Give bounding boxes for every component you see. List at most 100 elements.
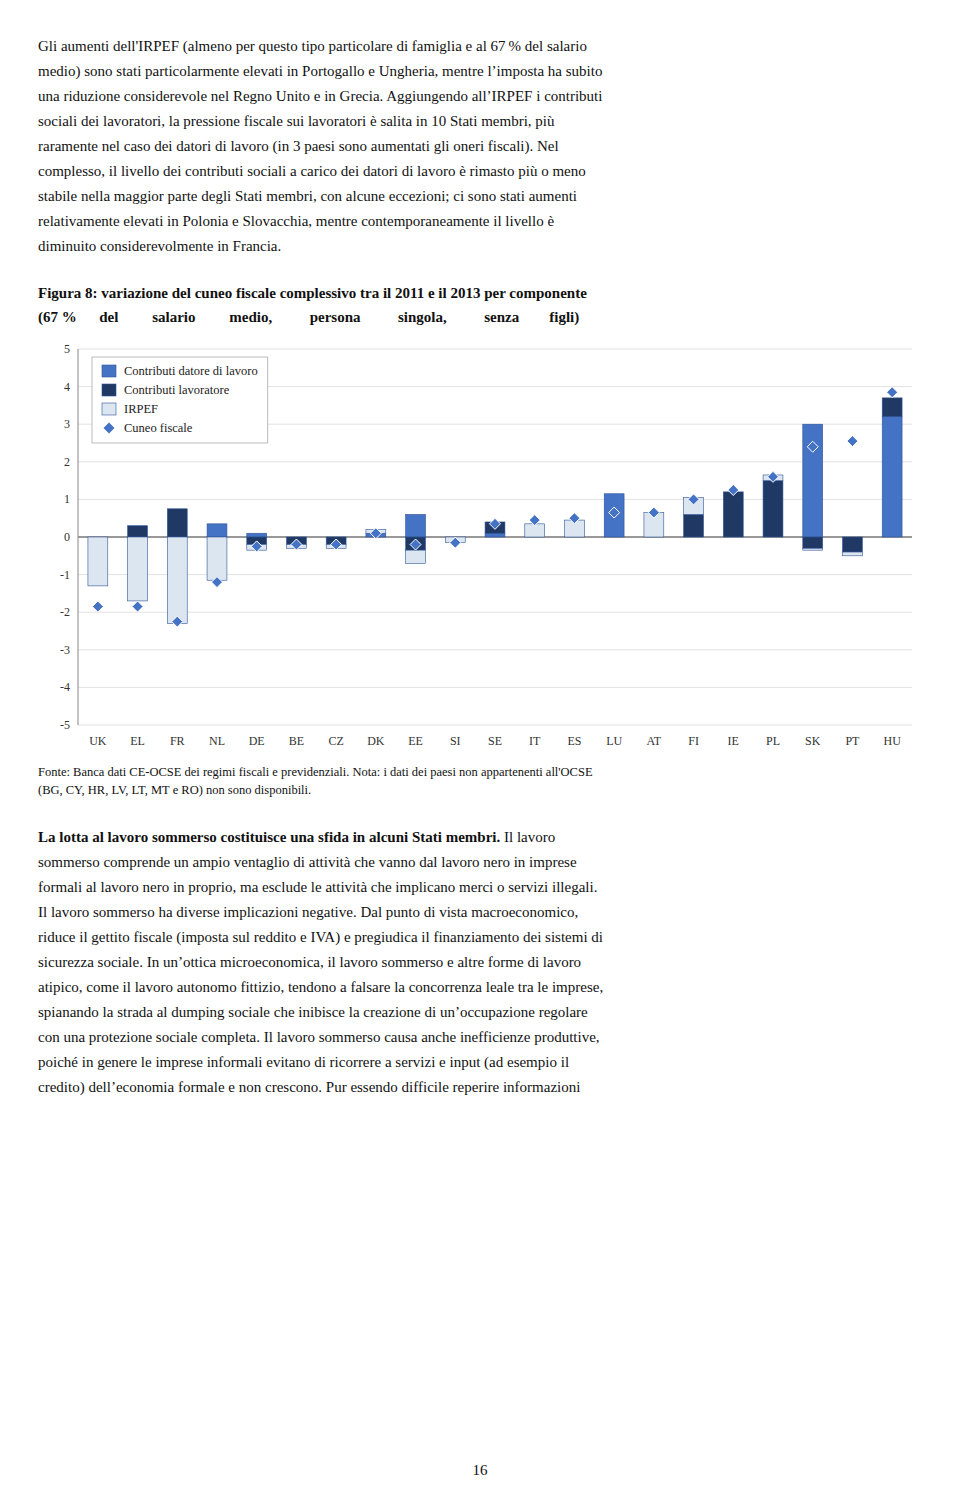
bar-segment [167, 509, 187, 537]
legend-swatch [104, 423, 115, 434]
paragraph-line: poiché in genere le imprese informali ev… [38, 1050, 922, 1075]
bar-segment [406, 537, 426, 550]
x-tick-label: SE [488, 734, 502, 748]
point [529, 515, 540, 526]
point [569, 513, 580, 524]
paragraph-line: Gli aumenti dell'IRPEF (almeno per quest… [38, 34, 922, 59]
bar-segment [167, 537, 187, 623]
x-tick-label: LU [606, 734, 622, 748]
x-tick-label: SI [450, 734, 461, 748]
point [370, 528, 381, 539]
legend-label: Contributi lavoratore [124, 383, 230, 397]
page-number: 16 [0, 1462, 960, 1479]
paragraph-line: con una protezione sociale completa. Il … [38, 1025, 922, 1050]
y-tick-label: 1 [64, 492, 70, 506]
legend-swatch [102, 384, 116, 396]
paragraph-line: spianando la strada al dumping sociale c… [38, 1000, 922, 1025]
bar-segment [843, 537, 863, 552]
point [609, 507, 620, 518]
point [331, 539, 342, 550]
point [728, 485, 739, 496]
y-tick-label: 0 [64, 530, 70, 544]
point [648, 507, 659, 518]
bar-segment [604, 493, 624, 494]
bar-segment [604, 493, 624, 494]
paragraph-line: relativamente elevati in Polonia e Slova… [38, 209, 922, 234]
y-tick-label: 2 [64, 455, 70, 469]
x-tick-label: SK [805, 734, 821, 748]
point [172, 616, 183, 627]
grid [78, 349, 912, 725]
paragraph-line: sommerso comprende un ampio ventaglio di… [38, 850, 922, 875]
chart: -5-4-3-2-1012345UKELFRNLDEBECZDKEESISEIT… [38, 337, 922, 757]
bar-segment [723, 492, 743, 537]
grid-line [78, 499, 912, 500]
x-tick-label: DE [249, 734, 265, 748]
x-tick-label: IT [529, 734, 541, 748]
x-tick-label: FI [688, 734, 699, 748]
grid-line [78, 725, 912, 726]
point [807, 441, 818, 452]
bar-segment [88, 537, 108, 586]
point [291, 539, 302, 550]
legend-swatch [102, 365, 116, 377]
point [688, 494, 699, 505]
bar-segment [684, 514, 704, 537]
title-block: Figura 8: variazione del cuneo fiscale c… [38, 281, 922, 329]
bar-segment [803, 548, 823, 550]
grid-line [78, 461, 912, 462]
paragraph-line: una riduzione considerevole nel Regno Un… [38, 84, 922, 109]
bar-segment [803, 537, 823, 548]
y-axis-line [78, 349, 79, 725]
y-tick-label: 5 [64, 342, 70, 356]
y-tick-label: -1 [60, 568, 70, 582]
source-note: (BG, CY, HR, LV, LT, MT e RO) non sono d… [38, 781, 922, 799]
bar-segment [406, 514, 426, 537]
point [251, 541, 262, 552]
bar-segment [207, 524, 227, 537]
paragraph-line: La lotta al lavoro sommerso costituisce … [38, 825, 922, 850]
x-tick-label: FR [170, 734, 185, 748]
legend: Contributi datore di lavoro Contributi la… [92, 357, 268, 443]
x-tick-label: DK [367, 734, 385, 748]
y-tick-label: -4 [60, 680, 70, 694]
x-tick-label: AT [647, 734, 662, 748]
x-tick-label: UK [89, 734, 107, 748]
legend-label: Contributi datore di lavoro [124, 364, 258, 378]
bar-segment [207, 523, 227, 524]
y-tick-label: 4 [64, 380, 70, 394]
bar-segment [803, 424, 823, 537]
x-tick-label: EE [408, 734, 423, 748]
paragraph-line: raramente nel caso dei datori di lavoro … [38, 134, 922, 159]
bar-segment [882, 398, 902, 417]
bar-segment [207, 537, 227, 580]
paragraph-below: La lotta al lavoro sommerso costituisce … [38, 825, 922, 1100]
bar-segment [485, 533, 505, 537]
paragraph-line: credito) dell’economia formale e non cre… [38, 1075, 922, 1100]
point [410, 539, 421, 550]
legend-swatch [102, 403, 116, 415]
paragraph-line: diminuito considerevolmente in Francia. [38, 234, 922, 259]
x-tick-label: NL [209, 734, 225, 748]
x-tick-label: ES [567, 734, 581, 748]
bar-segment [128, 537, 148, 601]
grid-line [78, 649, 912, 650]
y-tick-label: 3 [64, 417, 70, 431]
paragraph-line: sociali dei lavoratori, la pressione fis… [38, 109, 922, 134]
paragraph-line: sicurezza sociale. In un’ottica microeco… [38, 950, 922, 975]
bar-segment [843, 552, 863, 556]
point [490, 518, 501, 529]
y-tick-label: -5 [60, 718, 70, 732]
paragraph-line: stabile nella maggior parte degli Stati … [38, 184, 922, 209]
bar-segment [763, 481, 783, 537]
point [768, 471, 779, 482]
bar-segment [604, 494, 624, 537]
paragraph-line: medio) sono stati particolarmente elevat… [38, 59, 922, 84]
source-block: Fonte: Banca dati CE-OCSE dei regimi fis… [38, 763, 922, 799]
point [92, 601, 103, 612]
y-tick-label: -3 [60, 643, 70, 657]
point [847, 436, 858, 447]
point [212, 577, 223, 588]
paragraph-bold: La lotta al lavoro sommerso costituisce … [38, 829, 500, 845]
paragraph-line: Il lavoro sommerso ha diverse implicazio… [38, 900, 922, 925]
